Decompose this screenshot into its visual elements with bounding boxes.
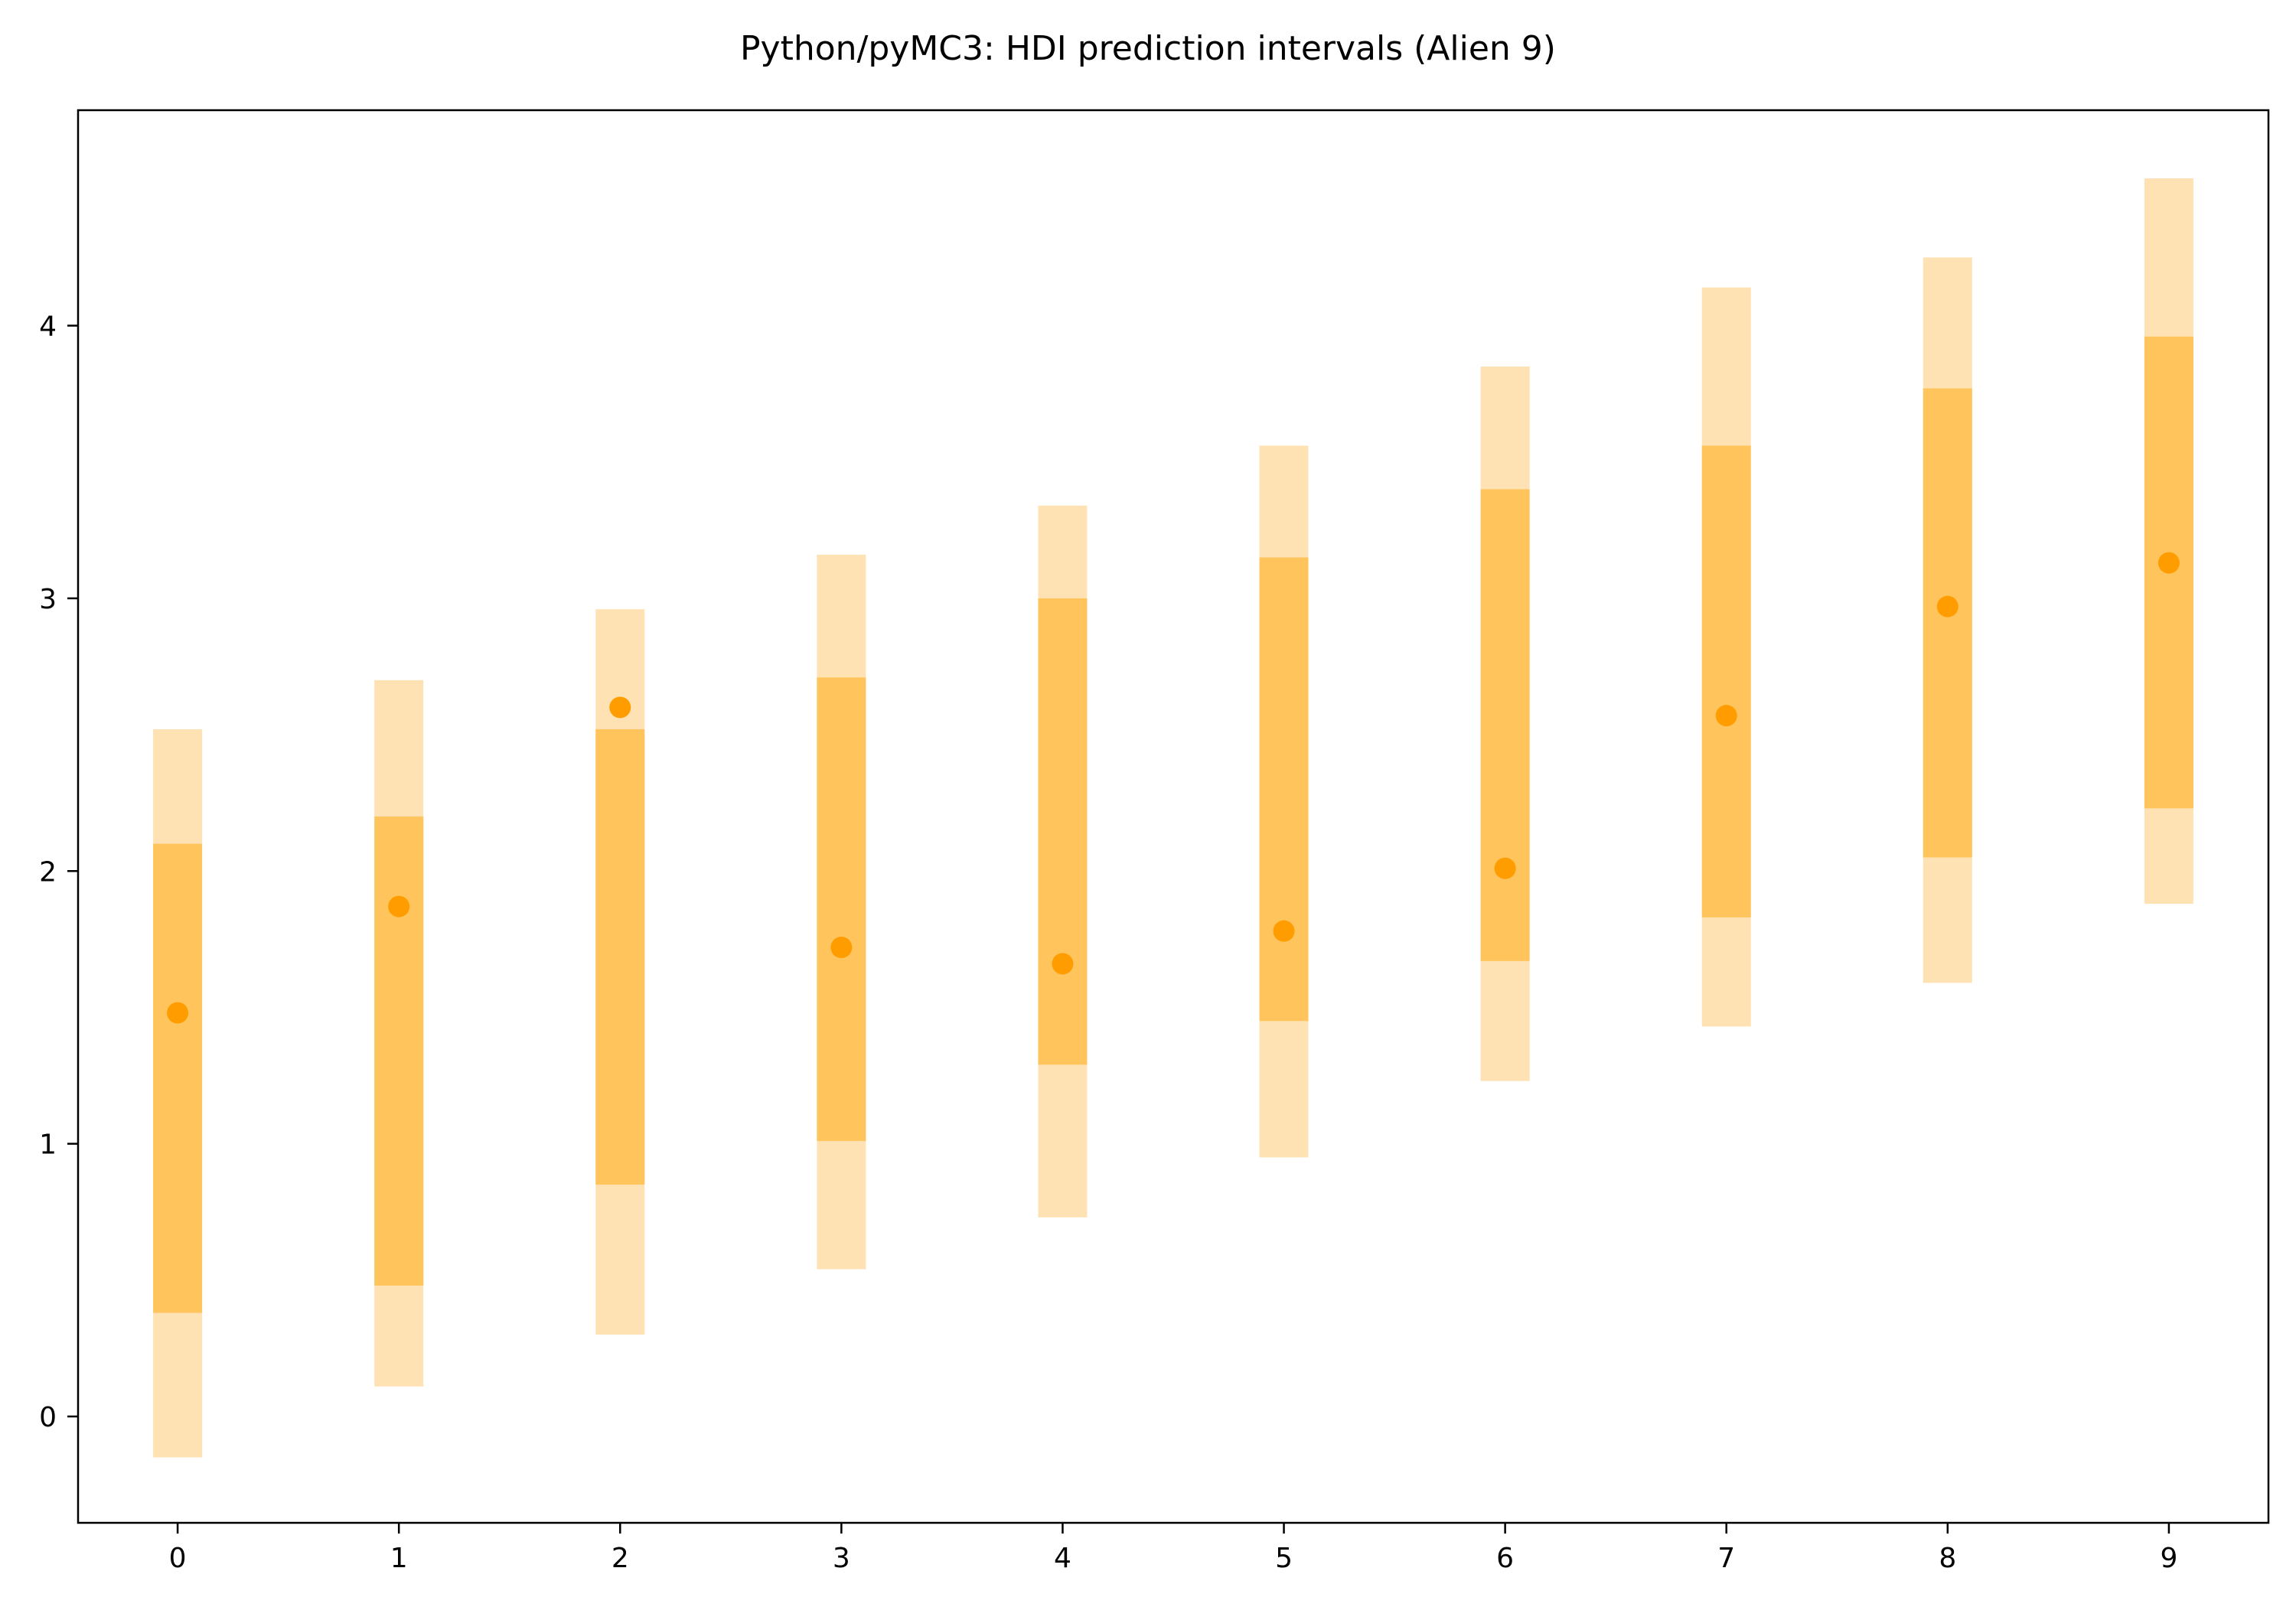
y-axis: 0 1 2 3 4 xyxy=(39,311,78,1433)
y-tick-label: 1 xyxy=(39,1129,57,1161)
point-marker xyxy=(1273,920,1295,942)
y-tick-label: 3 xyxy=(39,584,57,615)
inner-interval-bar xyxy=(1701,445,1751,918)
point-marker xyxy=(1715,705,1737,727)
point-marker xyxy=(167,1002,189,1024)
x-tick-label: 5 xyxy=(1275,1543,1293,1574)
x-tick-label: 7 xyxy=(1717,1543,1735,1574)
point-marker xyxy=(609,696,631,719)
x-tick-label: 6 xyxy=(1496,1543,1514,1574)
point-marker xyxy=(830,937,853,959)
inner-interval-bar xyxy=(1923,388,1972,858)
x-tick-label: 3 xyxy=(833,1543,850,1574)
inner-interval-bar xyxy=(1038,598,1088,1065)
inner-interval-bar xyxy=(1480,489,1530,961)
outer-intervals xyxy=(153,178,2193,1458)
inner-interval-bar xyxy=(595,729,645,1185)
point-marker xyxy=(1494,857,1516,879)
inner-interval-bar xyxy=(1259,557,1309,1022)
point-marker xyxy=(1052,953,1074,975)
y-tick-label: 4 xyxy=(39,311,57,343)
x-tick-label: 1 xyxy=(390,1543,408,1574)
x-tick-label: 0 xyxy=(169,1543,187,1574)
point-marker xyxy=(388,895,410,918)
x-tick-label: 2 xyxy=(612,1543,629,1574)
x-tick-label: 8 xyxy=(1939,1543,1956,1574)
inner-interval-bar xyxy=(374,817,424,1286)
point-estimates xyxy=(167,552,2180,1024)
x-tick-label: 4 xyxy=(1054,1543,1071,1574)
inner-interval-bar xyxy=(817,677,866,1142)
point-marker xyxy=(2157,552,2180,574)
point-marker xyxy=(1936,595,1958,618)
x-axis: 0 1 2 3 4 5 6 7 8 9 xyxy=(169,1523,2177,1574)
plot-frame xyxy=(77,109,2270,1524)
y-tick-label: 2 xyxy=(39,856,57,888)
chart-title: Python/pyMC3: HDI prediction intervals (… xyxy=(740,29,1556,68)
y-tick-label: 0 xyxy=(39,1402,57,1433)
inner-interval-bar xyxy=(153,843,203,1313)
inner-intervals xyxy=(153,336,2193,1313)
x-tick-label: 9 xyxy=(2160,1543,2177,1574)
